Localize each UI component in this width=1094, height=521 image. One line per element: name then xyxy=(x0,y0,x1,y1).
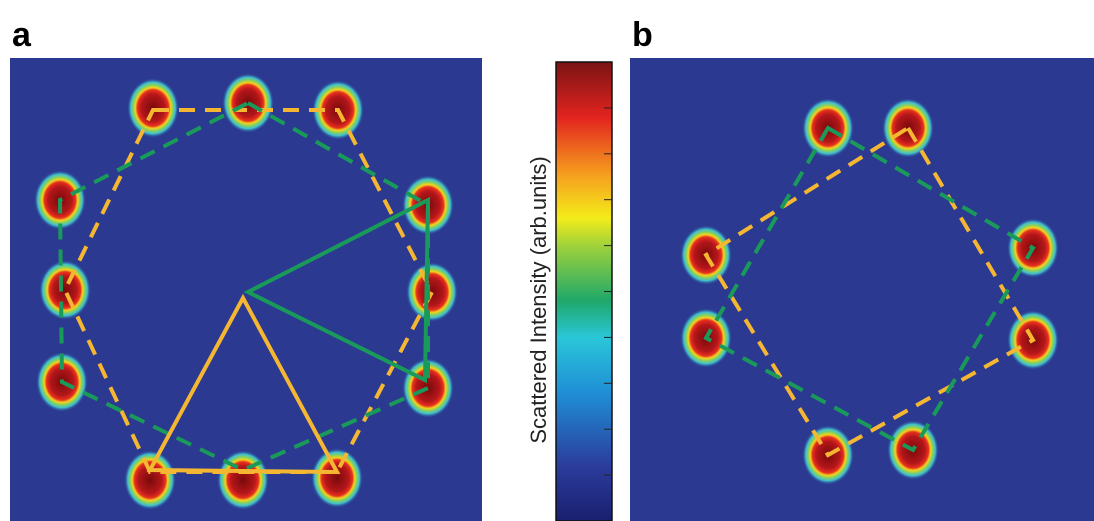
diffraction-spot xyxy=(882,98,934,158)
panel-label: a xyxy=(12,16,32,54)
panel-label: b xyxy=(632,16,653,54)
diffraction-spot xyxy=(39,260,91,320)
diffraction-spot xyxy=(311,448,363,508)
figure: a b Scattered Intensity (arb.units) xyxy=(0,0,1094,521)
panel-b xyxy=(630,58,1094,521)
diffraction-spot xyxy=(124,450,176,510)
colorbar-label: Scattered Intensity (arb.units) xyxy=(526,156,551,443)
diffraction-spot xyxy=(406,262,458,322)
colorbar xyxy=(556,62,612,521)
